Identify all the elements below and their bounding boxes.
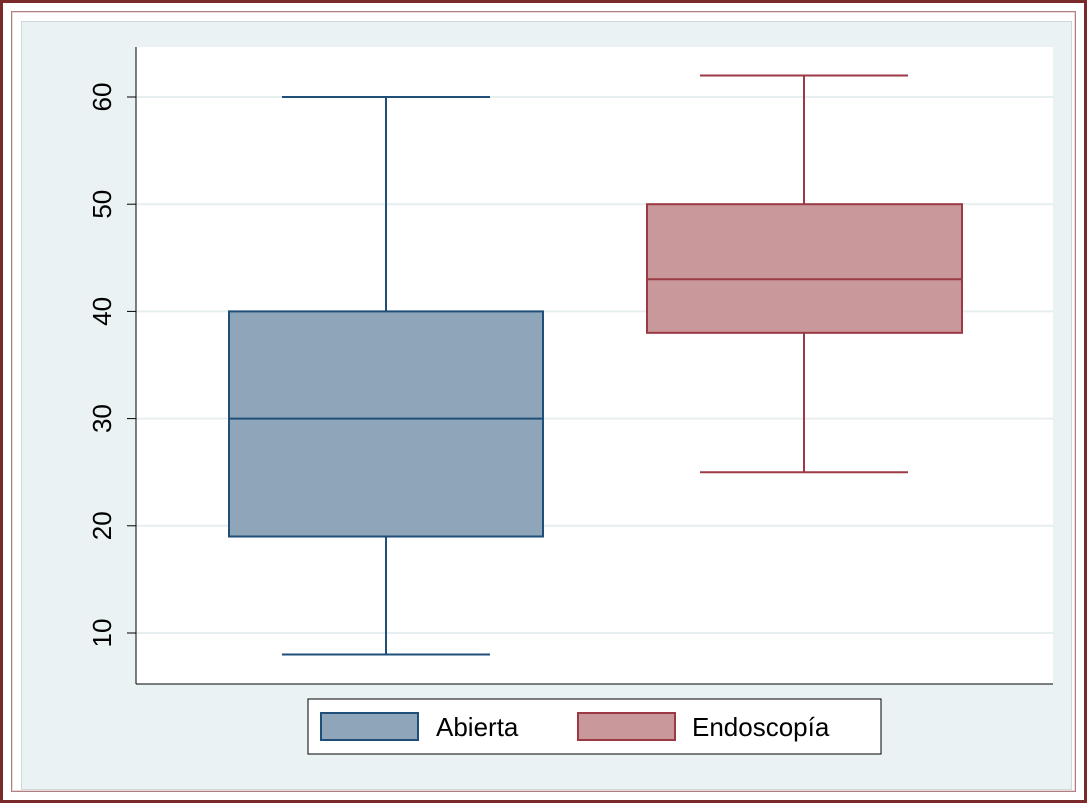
y-tick-label-40: 40 — [87, 297, 117, 326]
axes-layer: 10 20 30 40 50 60 — [87, 47, 1053, 685]
y-tick-label-60: 60 — [87, 83, 117, 112]
legend-swatch-2 — [577, 712, 676, 741]
legend-swatch-1 — [320, 712, 419, 741]
y-tick-label-10: 10 — [87, 619, 117, 648]
y-tick-label-20: 20 — [87, 511, 117, 540]
series-1-iqr-box — [228, 310, 544, 538]
legend-label-1: Abierta — [436, 712, 519, 742]
frame-inner-border — [11, 11, 1076, 792]
y-tick-label-50: 50 — [87, 190, 117, 219]
y-tick-label-30: 30 — [87, 404, 117, 433]
series-1-box — [228, 96, 544, 656]
series-2-iqr-box — [646, 203, 963, 334]
boxes-layer — [228, 74, 963, 656]
legend: Abierta Endoscopía — [307, 698, 882, 755]
series-2-box — [646, 74, 963, 474]
legend-label-2: Endoscopía — [692, 712, 830, 742]
